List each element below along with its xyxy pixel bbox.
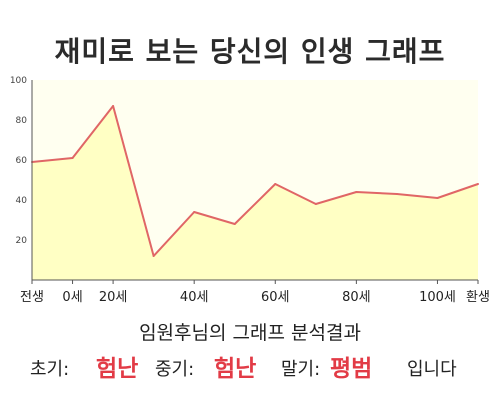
data-point: [112, 105, 115, 107]
data-point: [193, 211, 196, 213]
data-point: [355, 191, 358, 193]
page-title: 재미로 보는 당신의 인생 그래프: [54, 35, 446, 68]
x-tick-label: 100세: [419, 290, 456, 305]
data-point: [314, 203, 317, 205]
x-tick-label: 환생: [466, 290, 490, 305]
ending-text: 입니다: [407, 359, 457, 380]
y-tick-label: 80: [16, 116, 28, 126]
data-point: [436, 197, 439, 199]
x-tick-label: 40세: [180, 290, 209, 305]
mid-label: 중기:: [155, 359, 195, 380]
x-tick-label: 60세: [261, 290, 290, 305]
x-tick-label: 20세: [99, 290, 128, 305]
early-label: 초기:: [30, 359, 70, 380]
data-point: [395, 193, 398, 195]
data-point: [233, 223, 236, 225]
late-value: 평범: [330, 356, 373, 382]
early-value: 험난: [96, 356, 139, 382]
x-tick-label: 전생: [20, 290, 44, 305]
y-tick-label: 40: [16, 196, 28, 206]
data-point: [477, 183, 479, 185]
y-tick-label: 20: [16, 236, 28, 246]
y-tick-label: 60: [16, 156, 28, 166]
data-point: [274, 183, 277, 185]
result-subtitle: 임원후님의 그래프 분석결과: [139, 322, 361, 344]
x-tick-label: 80세: [342, 290, 371, 305]
result-summary: 초기: 험난 중기: 험난 말기: 평범 입니다: [0, 346, 500, 382]
y-tick-label: 100: [10, 76, 27, 86]
x-tick-label: 0세: [62, 290, 82, 305]
series-line: [31, 105, 479, 257]
data-point: [152, 255, 155, 257]
late-label: 말기:: [281, 359, 321, 380]
data-point: [71, 157, 74, 159]
mid-value: 험난: [214, 356, 257, 382]
area-fill: [32, 106, 478, 280]
